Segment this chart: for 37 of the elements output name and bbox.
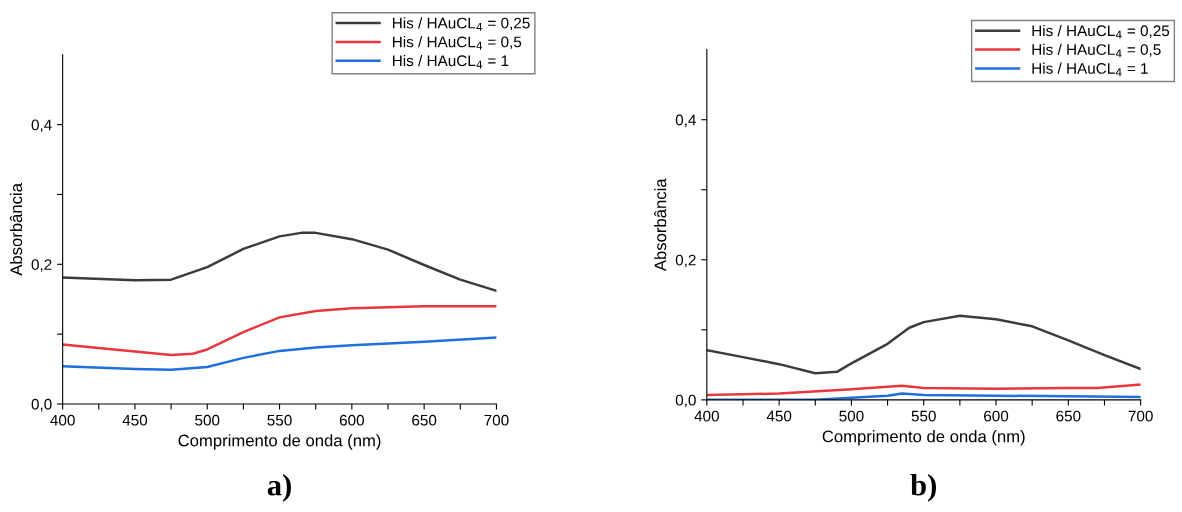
y-tick-label: 0,4 xyxy=(675,114,696,128)
line-series xyxy=(62,231,497,293)
x-tick-label: 650 xyxy=(1056,410,1081,422)
line-series xyxy=(706,383,1141,397)
x-tick-label: 550 xyxy=(267,414,292,426)
legend-label: His / HAuCL$_{4}$ = 1 xyxy=(1032,62,1148,77)
line-series xyxy=(62,336,497,371)
y-axis-title: Absorbância xyxy=(654,178,667,272)
y-tick-label: 0,0 xyxy=(675,394,696,408)
x-tick-label: 650 xyxy=(412,414,437,426)
x-tick-label: 400 xyxy=(50,414,75,426)
x-tick-label: 550 xyxy=(911,410,936,422)
x-tick-label: 500 xyxy=(839,410,864,422)
line-series xyxy=(706,314,1141,375)
x-tick-label: 400 xyxy=(694,410,719,422)
x-tick-label: 500 xyxy=(195,414,220,426)
legend-label: His / HAuCL$_{4}$ = 0,25 xyxy=(393,17,530,31)
legend-label: His / HAuCL$_{4}$ = 0,5 xyxy=(1032,43,1161,58)
x-tick-label: 450 xyxy=(122,414,148,426)
y-tick-label: 0,2 xyxy=(675,254,696,268)
y-tick-label: 0,2 xyxy=(31,259,52,272)
line-series xyxy=(62,304,497,357)
x-axis-title: Comprimento de onda (nm) xyxy=(178,434,381,450)
x-tick-label: 600 xyxy=(984,410,1009,422)
y-tick-label: 0,4 xyxy=(31,119,52,133)
legend-label: His / HAuCL$_{4}$ = 1 xyxy=(393,54,509,69)
text: a) xyxy=(267,474,291,502)
x-tick-label: 700 xyxy=(1128,410,1153,422)
x-tick-label: 700 xyxy=(484,414,509,426)
y-tick-label: 0,0 xyxy=(31,398,52,412)
x-tick-label: 600 xyxy=(339,414,364,426)
x-tick-label: 450 xyxy=(766,410,792,422)
x-axis-title: Comprimento de onda (nm) xyxy=(822,430,1025,446)
legend-label: His / HAuCL$_{4}$ = 0,25 xyxy=(1032,24,1170,39)
y-axis-title: Absorbância xyxy=(9,183,23,276)
legend-label: His / HAuCL$_{4}$ = 0,5 xyxy=(393,36,522,50)
text: b) xyxy=(910,474,936,502)
